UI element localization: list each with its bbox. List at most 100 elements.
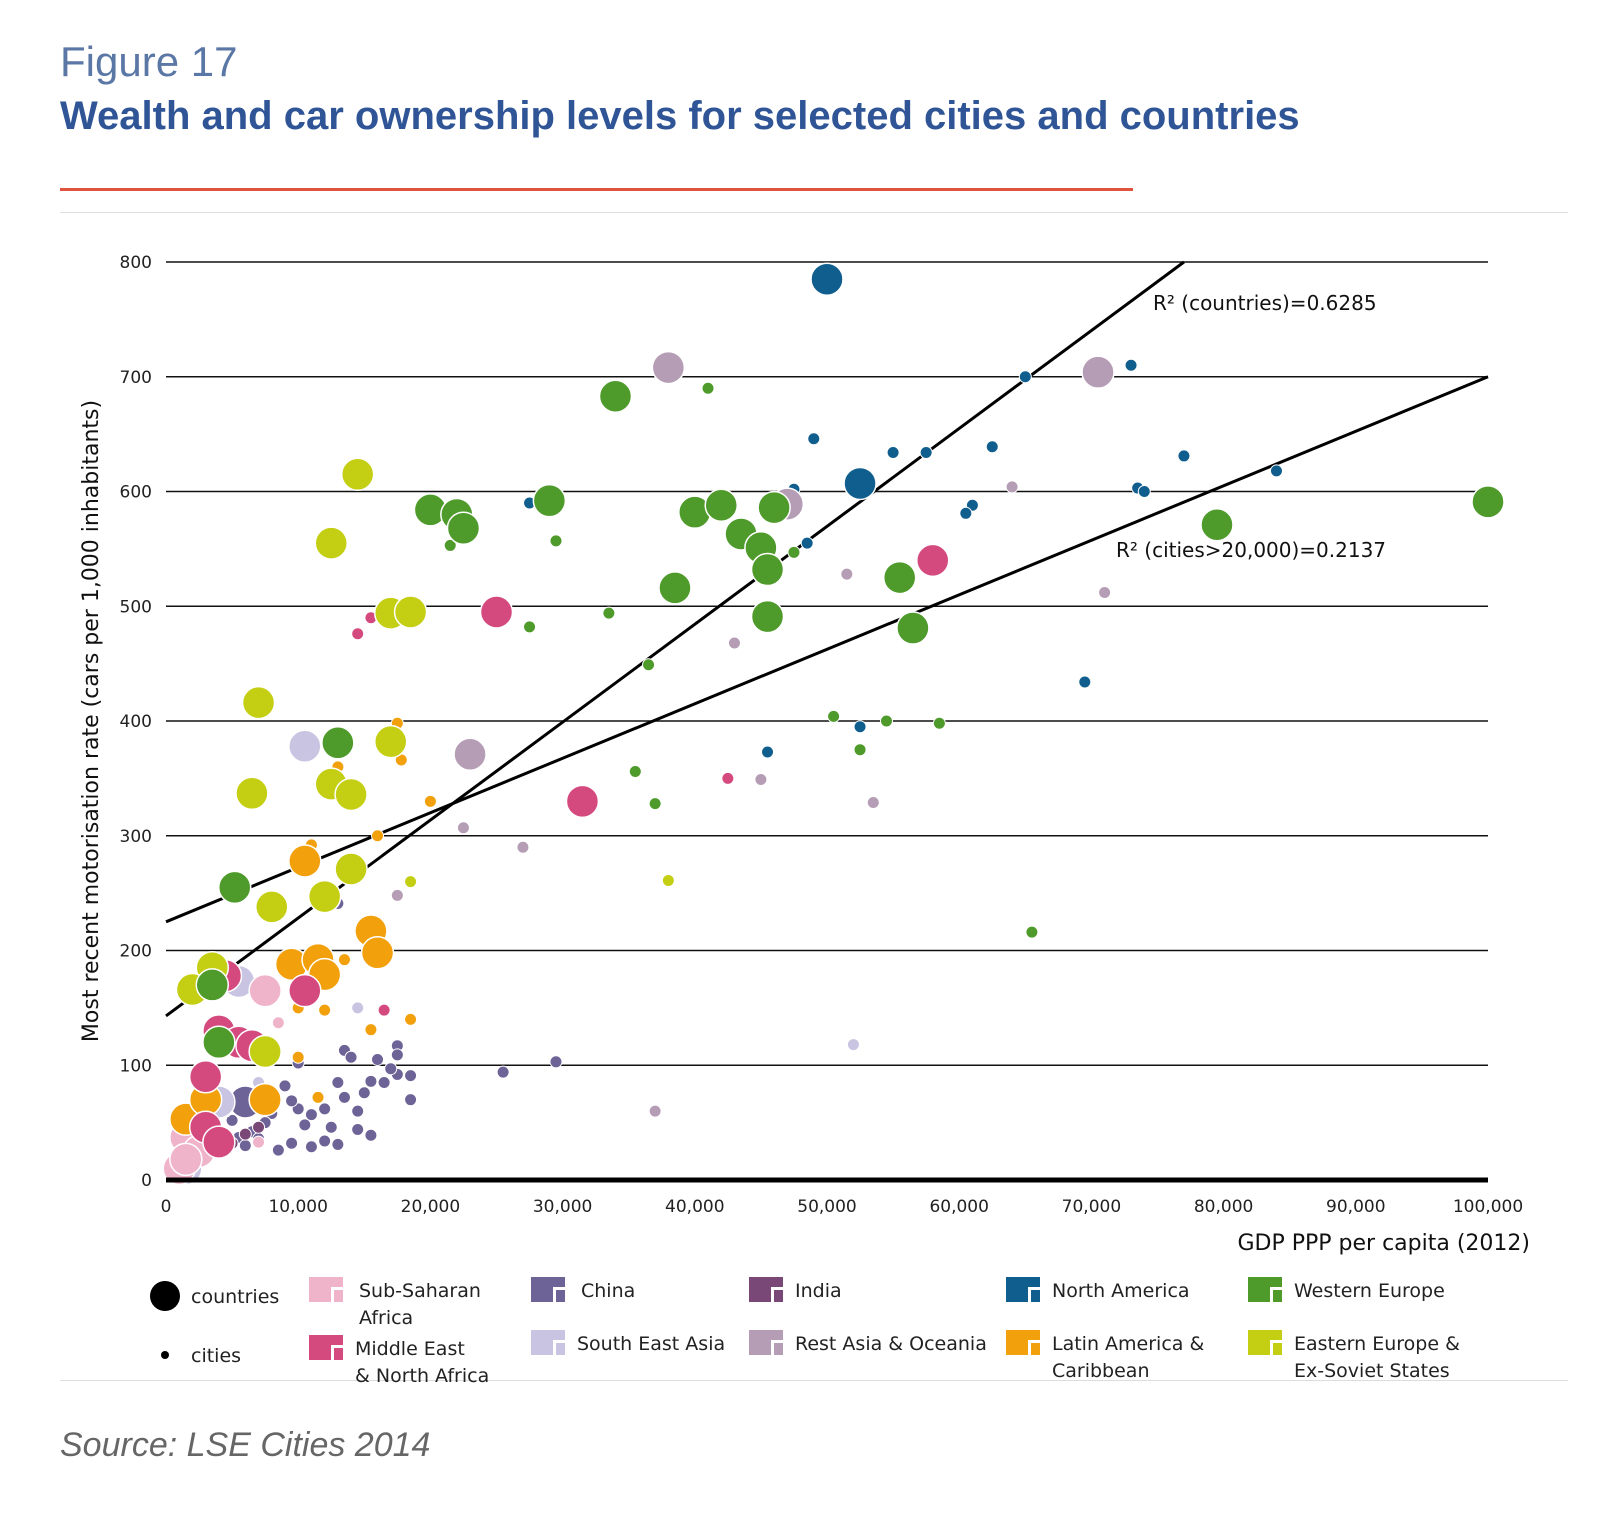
x-tick-label: 70,000 — [1062, 1197, 1121, 1217]
country-point — [704, 488, 738, 523]
city-point — [642, 658, 656, 672]
country-point — [188, 1059, 223, 1094]
source-note: Source: LSE Cities 2014 — [60, 1426, 431, 1464]
legend-label: India — [795, 1280, 842, 1302]
city-point — [549, 1055, 563, 1069]
city-point — [1177, 449, 1191, 463]
x-tick-label: 50,000 — [797, 1197, 856, 1217]
country-point — [288, 729, 322, 763]
city-point — [807, 432, 821, 446]
legend-swatch-mark — [1273, 1343, 1282, 1355]
city-point — [371, 829, 385, 843]
country-point — [340, 457, 375, 492]
city-point — [456, 821, 470, 835]
city-point — [721, 771, 735, 785]
country-point — [334, 777, 368, 812]
chart-title: Wealth and car ownership levels for sele… — [60, 94, 1300, 138]
city-point — [384, 1062, 398, 1076]
country-point — [360, 936, 395, 970]
country-point — [255, 890, 289, 924]
city-point — [377, 1075, 391, 1089]
legend-label: South East Asia — [577, 1333, 725, 1355]
trendline-2 — [165, 375, 1489, 924]
legend-label: Ex-Soviet States — [1294, 1360, 1450, 1382]
city-point — [496, 1065, 510, 1079]
city-point — [516, 840, 530, 854]
country-point — [1200, 508, 1234, 542]
country-point — [916, 543, 950, 578]
city-point — [701, 381, 715, 395]
country-point — [195, 968, 230, 1002]
city-point — [661, 874, 675, 888]
y-tick-label: 500 — [120, 597, 152, 617]
country-point — [446, 511, 481, 545]
city-point — [727, 636, 741, 650]
city-point — [404, 1093, 418, 1107]
x-tick-label: 40,000 — [665, 1197, 724, 1217]
city-point — [1098, 585, 1112, 599]
city-point — [344, 1050, 358, 1064]
city-point — [648, 1104, 662, 1118]
country-point — [288, 973, 322, 1008]
city-point — [318, 1003, 332, 1017]
city-point — [549, 534, 563, 548]
bottom-divider — [60, 1380, 1568, 1381]
city-point — [404, 1012, 418, 1026]
city-point — [879, 714, 893, 728]
axes: 0 100 200 300 400 500 600 700 800 0 10,000 20,000 30… — [79, 253, 1530, 1256]
country-point — [235, 776, 269, 811]
city-point — [523, 620, 537, 634]
trendline-label-2: R² (cities>20,000)=0.2137 — [1116, 538, 1386, 562]
city-point — [371, 1053, 385, 1067]
country-point — [288, 844, 322, 878]
city-point — [985, 440, 999, 454]
country-point — [248, 973, 282, 1008]
city-point — [324, 1120, 338, 1134]
legend-label: Sub-Saharan — [359, 1280, 481, 1302]
city-point — [853, 720, 867, 734]
legend: countries cities Sub-Saharan Africa Middle E… — [150, 1277, 1460, 1387]
country-point — [651, 350, 686, 385]
city-point — [1078, 675, 1092, 689]
country-point — [750, 599, 785, 634]
city-point — [390, 1048, 404, 1062]
country-point — [202, 1025, 236, 1060]
legend-country-label: countries — [191, 1286, 279, 1308]
y-tick-label: 200 — [120, 942, 152, 962]
country-point — [321, 726, 355, 760]
city-point — [919, 445, 933, 459]
city-point — [304, 1108, 318, 1122]
city-point — [404, 1069, 418, 1083]
city-point — [602, 606, 616, 620]
city-point — [364, 1074, 378, 1088]
city-point — [648, 797, 662, 811]
city-point — [1005, 480, 1019, 494]
accent-rule — [60, 188, 1133, 191]
city-point — [404, 875, 418, 889]
city-point — [886, 445, 900, 459]
city-point — [278, 1079, 292, 1093]
x-tick-label: 20,000 — [401, 1197, 460, 1217]
legend-label: & North Africa — [355, 1365, 489, 1387]
city-point — [337, 953, 351, 967]
data-points — [162, 262, 1505, 1186]
legend-swatch-mark — [1273, 1290, 1282, 1302]
city-point — [351, 1104, 365, 1118]
city-point — [754, 773, 768, 787]
city-point — [800, 536, 814, 550]
y-tick-label: 600 — [120, 483, 152, 503]
city-point — [311, 1090, 325, 1104]
x-tick-label: 90,000 — [1326, 1197, 1385, 1217]
city-point — [331, 1137, 345, 1151]
city-point — [298, 1118, 312, 1132]
city-point — [377, 1003, 391, 1017]
country-point — [217, 870, 252, 905]
city-point — [846, 1038, 860, 1052]
x-tick-label: 100,000 — [1453, 1197, 1523, 1217]
legend-country-marker — [150, 1281, 180, 1311]
city-point — [959, 506, 973, 520]
x-tick-label: 10,000 — [268, 1197, 327, 1217]
city-point — [1137, 485, 1151, 498]
country-point — [1471, 485, 1505, 519]
figure-label: Figure 17 — [60, 38, 238, 85]
